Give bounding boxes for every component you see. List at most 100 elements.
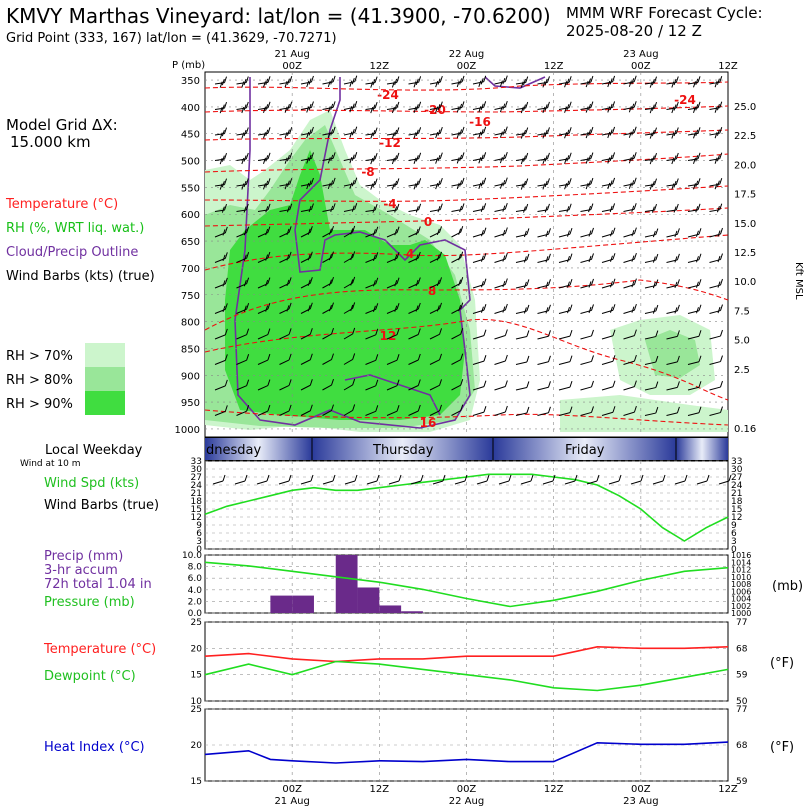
wind-barb bbox=[322, 327, 334, 340]
wind-barb bbox=[601, 380, 616, 391]
surface-wind-barb bbox=[564, 474, 578, 485]
temp-dew-ytick-1: 15 bbox=[191, 671, 202, 681]
wind-barb bbox=[429, 203, 443, 213]
pressure-tick-13: 1000 bbox=[175, 425, 200, 436]
wind-barb bbox=[236, 328, 250, 340]
wind-barb bbox=[601, 126, 616, 139]
wind-barb bbox=[257, 328, 271, 340]
wind-barb bbox=[623, 177, 637, 189]
wind-barb bbox=[472, 203, 487, 212]
time-tick-bottom-5: 12Z bbox=[718, 784, 738, 795]
surface-wind-barb bbox=[586, 474, 600, 485]
wind-barb bbox=[623, 329, 637, 340]
wind-barb bbox=[644, 253, 659, 263]
wind-barb bbox=[365, 226, 379, 238]
wind-speed-ytick-8: 24 bbox=[191, 481, 203, 491]
wind-barb bbox=[386, 152, 400, 165]
pressure-tick-4: 550 bbox=[181, 183, 200, 194]
wind-barb bbox=[623, 354, 637, 365]
wind-barb bbox=[386, 76, 400, 88]
wind-barb bbox=[451, 353, 464, 365]
wind-barb bbox=[322, 353, 334, 365]
temperature-isotherms bbox=[204, 81, 729, 426]
wind-speed-ytick-6: 18 bbox=[191, 497, 203, 507]
wind-barb bbox=[558, 304, 573, 314]
wind-barb bbox=[623, 380, 637, 391]
height-tick-3: 17.5 bbox=[734, 190, 756, 201]
cross-section-legend: Temperature (°C) RH (%, WRT liq. wat.) Clo… bbox=[5, 197, 155, 284]
wind-barb bbox=[601, 227, 616, 238]
wind-barb bbox=[386, 404, 400, 416]
wind-barb bbox=[300, 251, 313, 263]
surface-wind-barb bbox=[432, 474, 446, 485]
wind-barb bbox=[537, 279, 551, 289]
wind-barb bbox=[279, 277, 292, 289]
height-tick-2: 20.0 bbox=[734, 160, 756, 171]
wind-barb bbox=[666, 406, 680, 416]
wind-barb bbox=[558, 203, 572, 213]
wind-barb bbox=[472, 354, 487, 365]
wind-barb bbox=[472, 380, 487, 391]
wind-barb bbox=[343, 152, 358, 164]
wind-barb bbox=[494, 405, 508, 416]
wind-barb bbox=[386, 353, 400, 365]
pressure-ytick-3: 1006 bbox=[731, 587, 751, 596]
pressure-tick-0: 350 bbox=[181, 76, 200, 87]
wind-barb bbox=[322, 126, 336, 139]
wind-barb bbox=[644, 304, 659, 314]
temp-dew-ytick-3: 25 bbox=[191, 618, 202, 628]
wind-speed-ytick-11: 33 bbox=[191, 457, 202, 467]
wind-barb bbox=[709, 329, 723, 340]
wind-barb bbox=[322, 251, 334, 263]
wind-speed-ytick-right-8: 24 bbox=[731, 481, 743, 491]
date-tick-bottom-4: 23 Aug bbox=[623, 796, 658, 807]
wind-barb bbox=[343, 126, 358, 138]
wind-barb bbox=[429, 126, 443, 139]
wind-barb bbox=[279, 203, 293, 213]
wind-speed-ytick-right-1: 3 bbox=[731, 537, 737, 547]
time-tick-bottom-1: 12Z bbox=[370, 784, 390, 795]
wind-speed-ytick-right-5: 15 bbox=[731, 505, 742, 515]
pressure-tick-10: 850 bbox=[181, 344, 200, 355]
wind-barb bbox=[257, 379, 271, 391]
wind-barb bbox=[623, 152, 637, 164]
wind-barb bbox=[580, 253, 594, 263]
pressure-tick-12: 950 bbox=[181, 398, 200, 409]
surface-wind-barb bbox=[410, 474, 424, 485]
wind-barb bbox=[515, 76, 529, 88]
wind-barb bbox=[365, 152, 378, 165]
precip-ytick-3: 6.0 bbox=[188, 574, 203, 584]
wind-barb bbox=[537, 101, 550, 114]
wind-barb bbox=[322, 378, 334, 391]
surface-wind-barb bbox=[212, 474, 226, 485]
wind-barb bbox=[580, 126, 594, 139]
surface-wind-barb bbox=[718, 474, 732, 485]
temp-ftick-0: 50 bbox=[736, 697, 748, 707]
forecast-cycle-label: MMM WRF Forecast Cycle: bbox=[566, 4, 763, 22]
wind-barb bbox=[408, 277, 421, 289]
wind-barb bbox=[429, 251, 443, 263]
isotherm-label-3: -12 bbox=[379, 136, 401, 150]
heat-index-ytick-2: 25 bbox=[191, 705, 202, 715]
wind-barb bbox=[687, 279, 702, 289]
rh-legend-swatch-0 bbox=[85, 343, 125, 367]
wind-barb bbox=[408, 178, 422, 190]
isotherm-label-4: -8 bbox=[361, 165, 374, 179]
wind-barb bbox=[343, 327, 356, 340]
time-tick-top-2: 00Z bbox=[457, 61, 477, 72]
surface-wind-barb bbox=[300, 474, 314, 485]
wind-barb bbox=[451, 75, 465, 88]
wind-barb bbox=[386, 127, 400, 139]
wind-barb bbox=[386, 101, 400, 114]
wind-speed-ytick-right-7: 21 bbox=[731, 489, 742, 499]
height-tick-5: 12.5 bbox=[734, 248, 756, 259]
wind-barb bbox=[408, 226, 421, 238]
surface-wind-barb bbox=[608, 474, 622, 485]
heat-ftick-0: 59 bbox=[736, 777, 748, 787]
wind-barb bbox=[408, 76, 422, 88]
wind-barb bbox=[408, 127, 422, 139]
wind-barb bbox=[709, 101, 723, 113]
wind-barb bbox=[386, 226, 400, 238]
